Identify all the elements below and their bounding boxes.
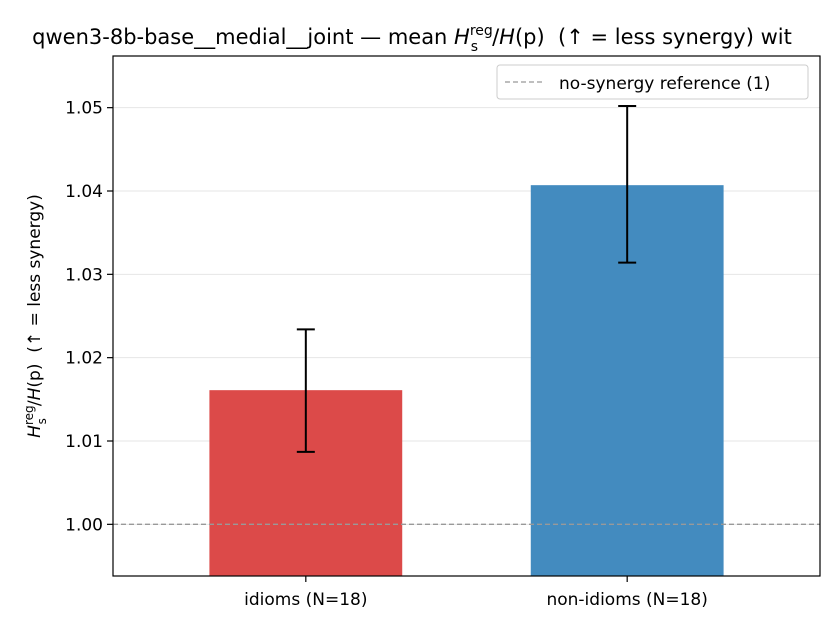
y-tick-label: 1.00	[65, 515, 103, 535]
bars	[209, 185, 724, 576]
legend-reference-label: no-synergy reference (1)	[559, 74, 770, 94]
y-tick-label: 1.01	[65, 432, 103, 452]
chart-title: qwen3-8b-base__medial__joint — mean Hreg…	[32, 23, 792, 55]
x-tick-label: non-idioms (N=18)	[546, 590, 707, 610]
axes-frame	[112, 55, 821, 577]
legend: no-synergy reference (1)	[496, 64, 809, 100]
x-axis: idioms (N=18) non-idioms (N=18)	[244, 576, 708, 610]
y-tick-label: 1.03	[65, 265, 103, 285]
error-bars	[296, 105, 637, 453]
y-axis-label: Hregs/H(p) (↑ = less synergy)	[22, 194, 49, 438]
y-tick-label: 1.05	[65, 99, 103, 119]
y-tick-label: 1.04	[65, 182, 103, 202]
y-tick-label: 1.02	[65, 349, 103, 369]
x-tick-label: idioms (N=18)	[244, 590, 367, 610]
legend-box	[496, 64, 809, 100]
y-axis: 1.00 1.01 1.02 1.03 1.04 1.05	[65, 99, 113, 535]
